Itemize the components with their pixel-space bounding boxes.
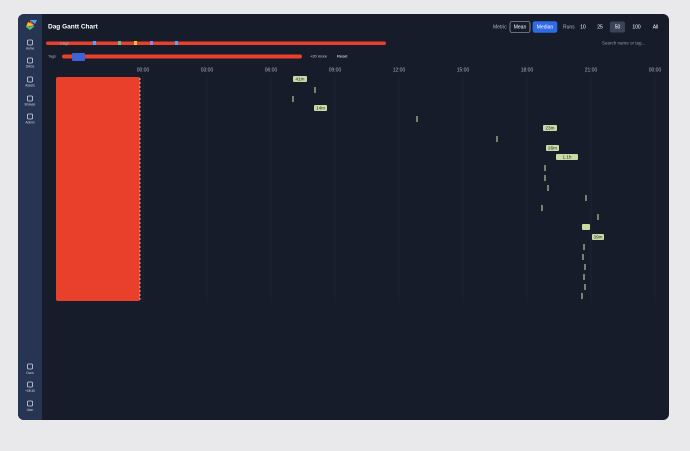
runs-button[interactable]: 10 bbox=[580, 24, 586, 30]
task-tick[interactable] bbox=[496, 136, 498, 142]
tag-filter-bar[interactable] bbox=[62, 54, 302, 59]
metric-button-label[interactable]: Mean bbox=[514, 24, 527, 30]
task-duration[interactable]: 39m bbox=[594, 234, 603, 239]
gantt-bar[interactable] bbox=[56, 77, 140, 301]
task-label-box[interactable] bbox=[556, 154, 578, 160]
task-tick[interactable] bbox=[583, 244, 585, 250]
task-label-box[interactable] bbox=[592, 234, 604, 240]
nav-label[interactable]: Browse bbox=[25, 102, 36, 106]
nav-label[interactable]: Docs bbox=[26, 371, 34, 375]
runs-label: Runs bbox=[563, 24, 575, 30]
search-placeholder[interactable]: Search name or tag... bbox=[602, 40, 645, 45]
metric-button-label[interactable]: Median bbox=[537, 24, 554, 30]
task-label-box[interactable] bbox=[543, 125, 557, 131]
sidebar bbox=[18, 14, 42, 420]
nav-label[interactable]: +05:30 bbox=[25, 389, 35, 393]
task-tick[interactable] bbox=[585, 195, 587, 201]
nav-label[interactable]: Assets bbox=[25, 83, 35, 87]
runs-button-selected[interactable] bbox=[610, 21, 625, 33]
reset-button[interactable]: Reset bbox=[337, 54, 348, 59]
task-tick[interactable] bbox=[582, 254, 584, 260]
nav-icon[interactable] bbox=[27, 363, 33, 370]
nav-icon[interactable] bbox=[27, 381, 33, 388]
task-duration[interactable]: 23m bbox=[546, 125, 555, 130]
task-tick[interactable] bbox=[584, 264, 586, 270]
metric-label: Metric bbox=[493, 24, 507, 30]
dags-label: Dags bbox=[60, 41, 69, 45]
time-label: 03:00 bbox=[201, 67, 214, 73]
task-box[interactable] bbox=[582, 224, 590, 230]
task-tick[interactable] bbox=[581, 293, 583, 299]
nav-label[interactable]: User bbox=[27, 408, 35, 412]
task-label-box[interactable] bbox=[314, 105, 327, 111]
nav-icon[interactable] bbox=[27, 57, 33, 64]
task-tick[interactable] bbox=[314, 87, 316, 93]
tag-chip[interactable] bbox=[72, 53, 85, 61]
task-duration[interactable]: 41m bbox=[296, 76, 305, 81]
nav-icon[interactable] bbox=[27, 39, 33, 46]
task-tick[interactable] bbox=[583, 274, 585, 280]
task-tick[interactable] bbox=[597, 214, 599, 220]
task-tick[interactable] bbox=[541, 205, 543, 211]
runs-button[interactable]: 100 bbox=[632, 24, 641, 30]
task-duration[interactable]: 26m bbox=[548, 145, 557, 150]
time-label: 00:00 bbox=[137, 67, 150, 73]
page-title: Dag Gantt Chart bbox=[48, 24, 99, 31]
task-label-box[interactable] bbox=[293, 76, 307, 82]
dag-filter-bar[interactable] bbox=[46, 41, 386, 46]
time-label: 00:00 bbox=[649, 67, 662, 73]
runs-button[interactable]: All bbox=[653, 24, 659, 30]
dag-chip[interactable] bbox=[118, 41, 121, 45]
runs-button[interactable]: 25 bbox=[597, 24, 603, 30]
nav-icon[interactable] bbox=[27, 76, 33, 83]
time-label: 18:00 bbox=[521, 67, 534, 73]
runs-button[interactable]: 50 bbox=[615, 24, 621, 30]
window bbox=[18, 14, 669, 420]
task-tick[interactable] bbox=[584, 284, 586, 290]
task-tick[interactable] bbox=[292, 96, 294, 102]
task-tick[interactable] bbox=[547, 185, 549, 191]
tags-label: Tags bbox=[48, 55, 56, 59]
task-tick[interactable] bbox=[544, 175, 546, 181]
metric-button[interactable] bbox=[532, 21, 558, 33]
nav-label[interactable]: DAGs bbox=[26, 64, 35, 68]
task-tick[interactable] bbox=[544, 165, 546, 171]
dag-chip[interactable] bbox=[150, 41, 153, 45]
nav-icon[interactable] bbox=[27, 400, 33, 407]
time-label: 12:00 bbox=[393, 67, 406, 73]
time-label: 06:00 bbox=[265, 67, 278, 73]
dag-chip[interactable] bbox=[134, 41, 137, 45]
task-duration[interactable]: 1.1h bbox=[563, 154, 572, 159]
nav-label[interactable]: Home bbox=[26, 46, 35, 50]
dag-chip[interactable] bbox=[175, 41, 178, 45]
metric-button[interactable] bbox=[509, 21, 531, 33]
dag-chip[interactable] bbox=[93, 41, 96, 45]
nav-label[interactable]: Admin bbox=[25, 120, 34, 124]
time-label: 15:00 bbox=[457, 67, 470, 73]
nav-icon[interactable] bbox=[27, 113, 33, 120]
nav-icon[interactable] bbox=[27, 95, 33, 102]
task-label-box[interactable] bbox=[546, 145, 559, 151]
time-label: 21:00 bbox=[585, 67, 598, 73]
logo bbox=[26, 20, 37, 30]
task-tick[interactable] bbox=[416, 116, 418, 122]
time-label: 09:00 bbox=[329, 67, 342, 73]
more-tags[interactable]: +20 more bbox=[310, 54, 328, 59]
task-duration[interactable]: 14m bbox=[316, 105, 325, 110]
